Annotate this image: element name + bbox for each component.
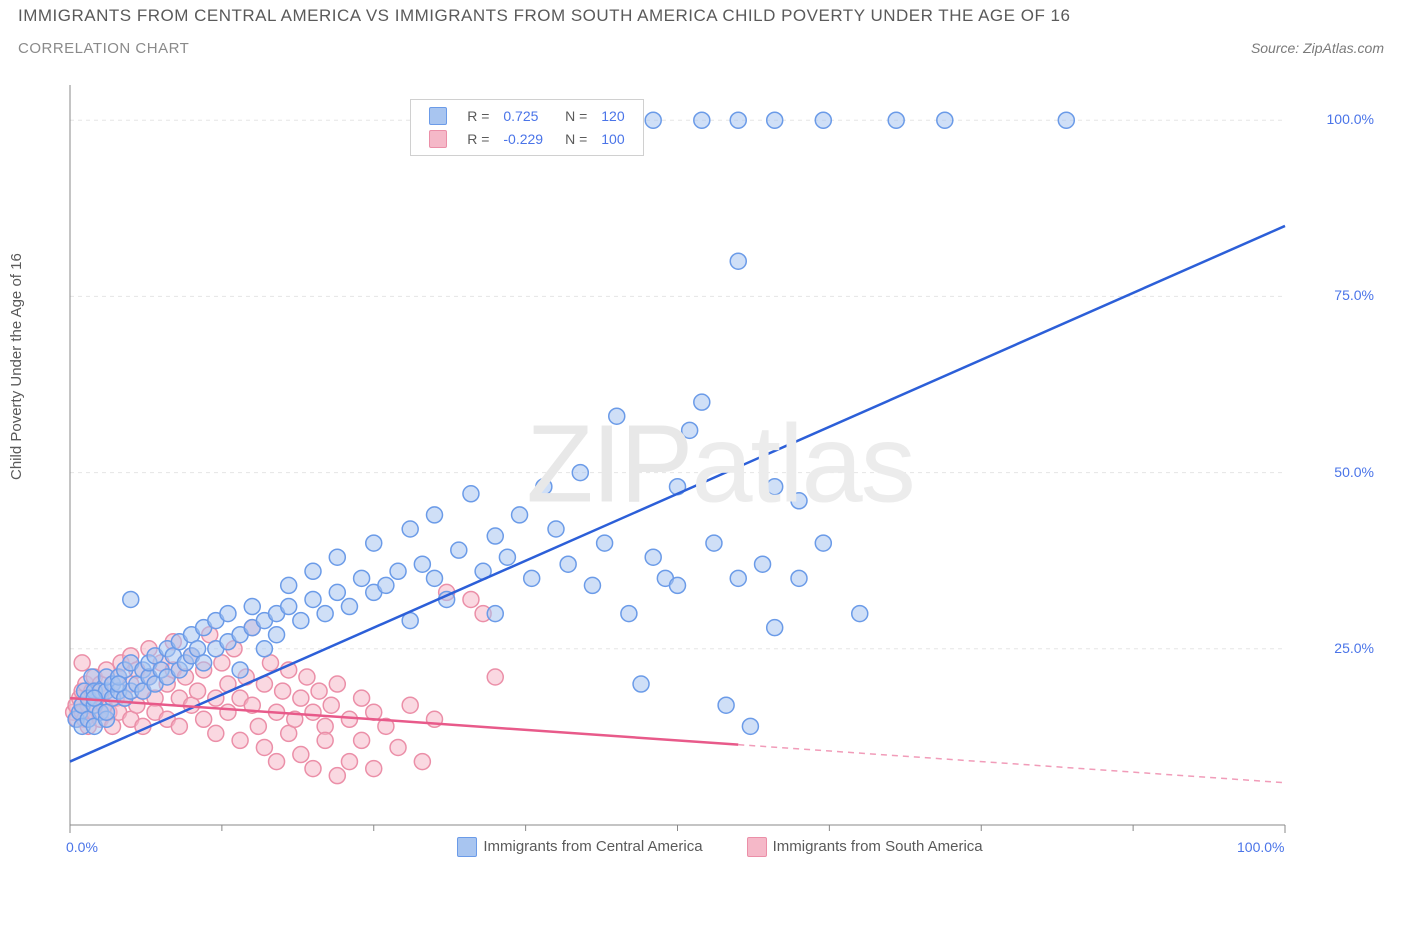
legend-n-prefix: N = xyxy=(551,128,593,148)
source-attribution: Source: ZipAtlas.com xyxy=(1251,40,1384,56)
legend-r-value: 0.725 xyxy=(497,106,549,126)
legend-item: Immigrants from Central America xyxy=(457,838,702,855)
legend-n-prefix: N = xyxy=(551,106,593,126)
stats-table: R =0.725N =120 R =-0.229N =100 xyxy=(421,104,632,151)
y-tick-label: 75.0% xyxy=(1334,287,1374,303)
legend-r-value: -0.229 xyxy=(497,128,549,148)
x-tick-label: 100.0% xyxy=(1237,839,1284,855)
legend-n-value: 100 xyxy=(595,128,630,148)
scatter-chart-svg xyxy=(60,80,1380,880)
legend-swatch xyxy=(747,837,767,857)
chart-title: IMMIGRANTS FROM CENTRAL AMERICA VS IMMIG… xyxy=(18,6,1070,26)
legend-n-value: 120 xyxy=(595,106,630,126)
legend-r-prefix: R = xyxy=(461,106,495,126)
legend-label: Immigrants from South America xyxy=(773,838,983,855)
legend-swatch xyxy=(429,107,447,125)
legend-swatch xyxy=(429,130,447,148)
y-axis-label: Child Poverty Under the Age of 16 xyxy=(8,253,25,480)
plot-area: ZIPatlas R =0.725N =120R =-0.229N =100 I… xyxy=(60,80,1380,880)
x-tick-label: 0.0% xyxy=(66,839,98,855)
y-tick-label: 25.0% xyxy=(1334,640,1374,656)
y-tick-label: 100.0% xyxy=(1327,111,1374,127)
chart-subtitle: CORRELATION CHART xyxy=(18,40,189,57)
legend-swatch xyxy=(457,837,477,857)
series-legend: Immigrants from Central America Immigrant… xyxy=(60,837,1380,857)
legend-label: Immigrants from Central America xyxy=(483,838,702,855)
stats-legend-box: R =0.725N =120 R =-0.229N =100 xyxy=(410,99,643,156)
y-tick-label: 50.0% xyxy=(1334,464,1374,480)
legend-r-prefix: R = xyxy=(461,128,495,148)
legend-item: Immigrants from South America xyxy=(747,838,983,855)
